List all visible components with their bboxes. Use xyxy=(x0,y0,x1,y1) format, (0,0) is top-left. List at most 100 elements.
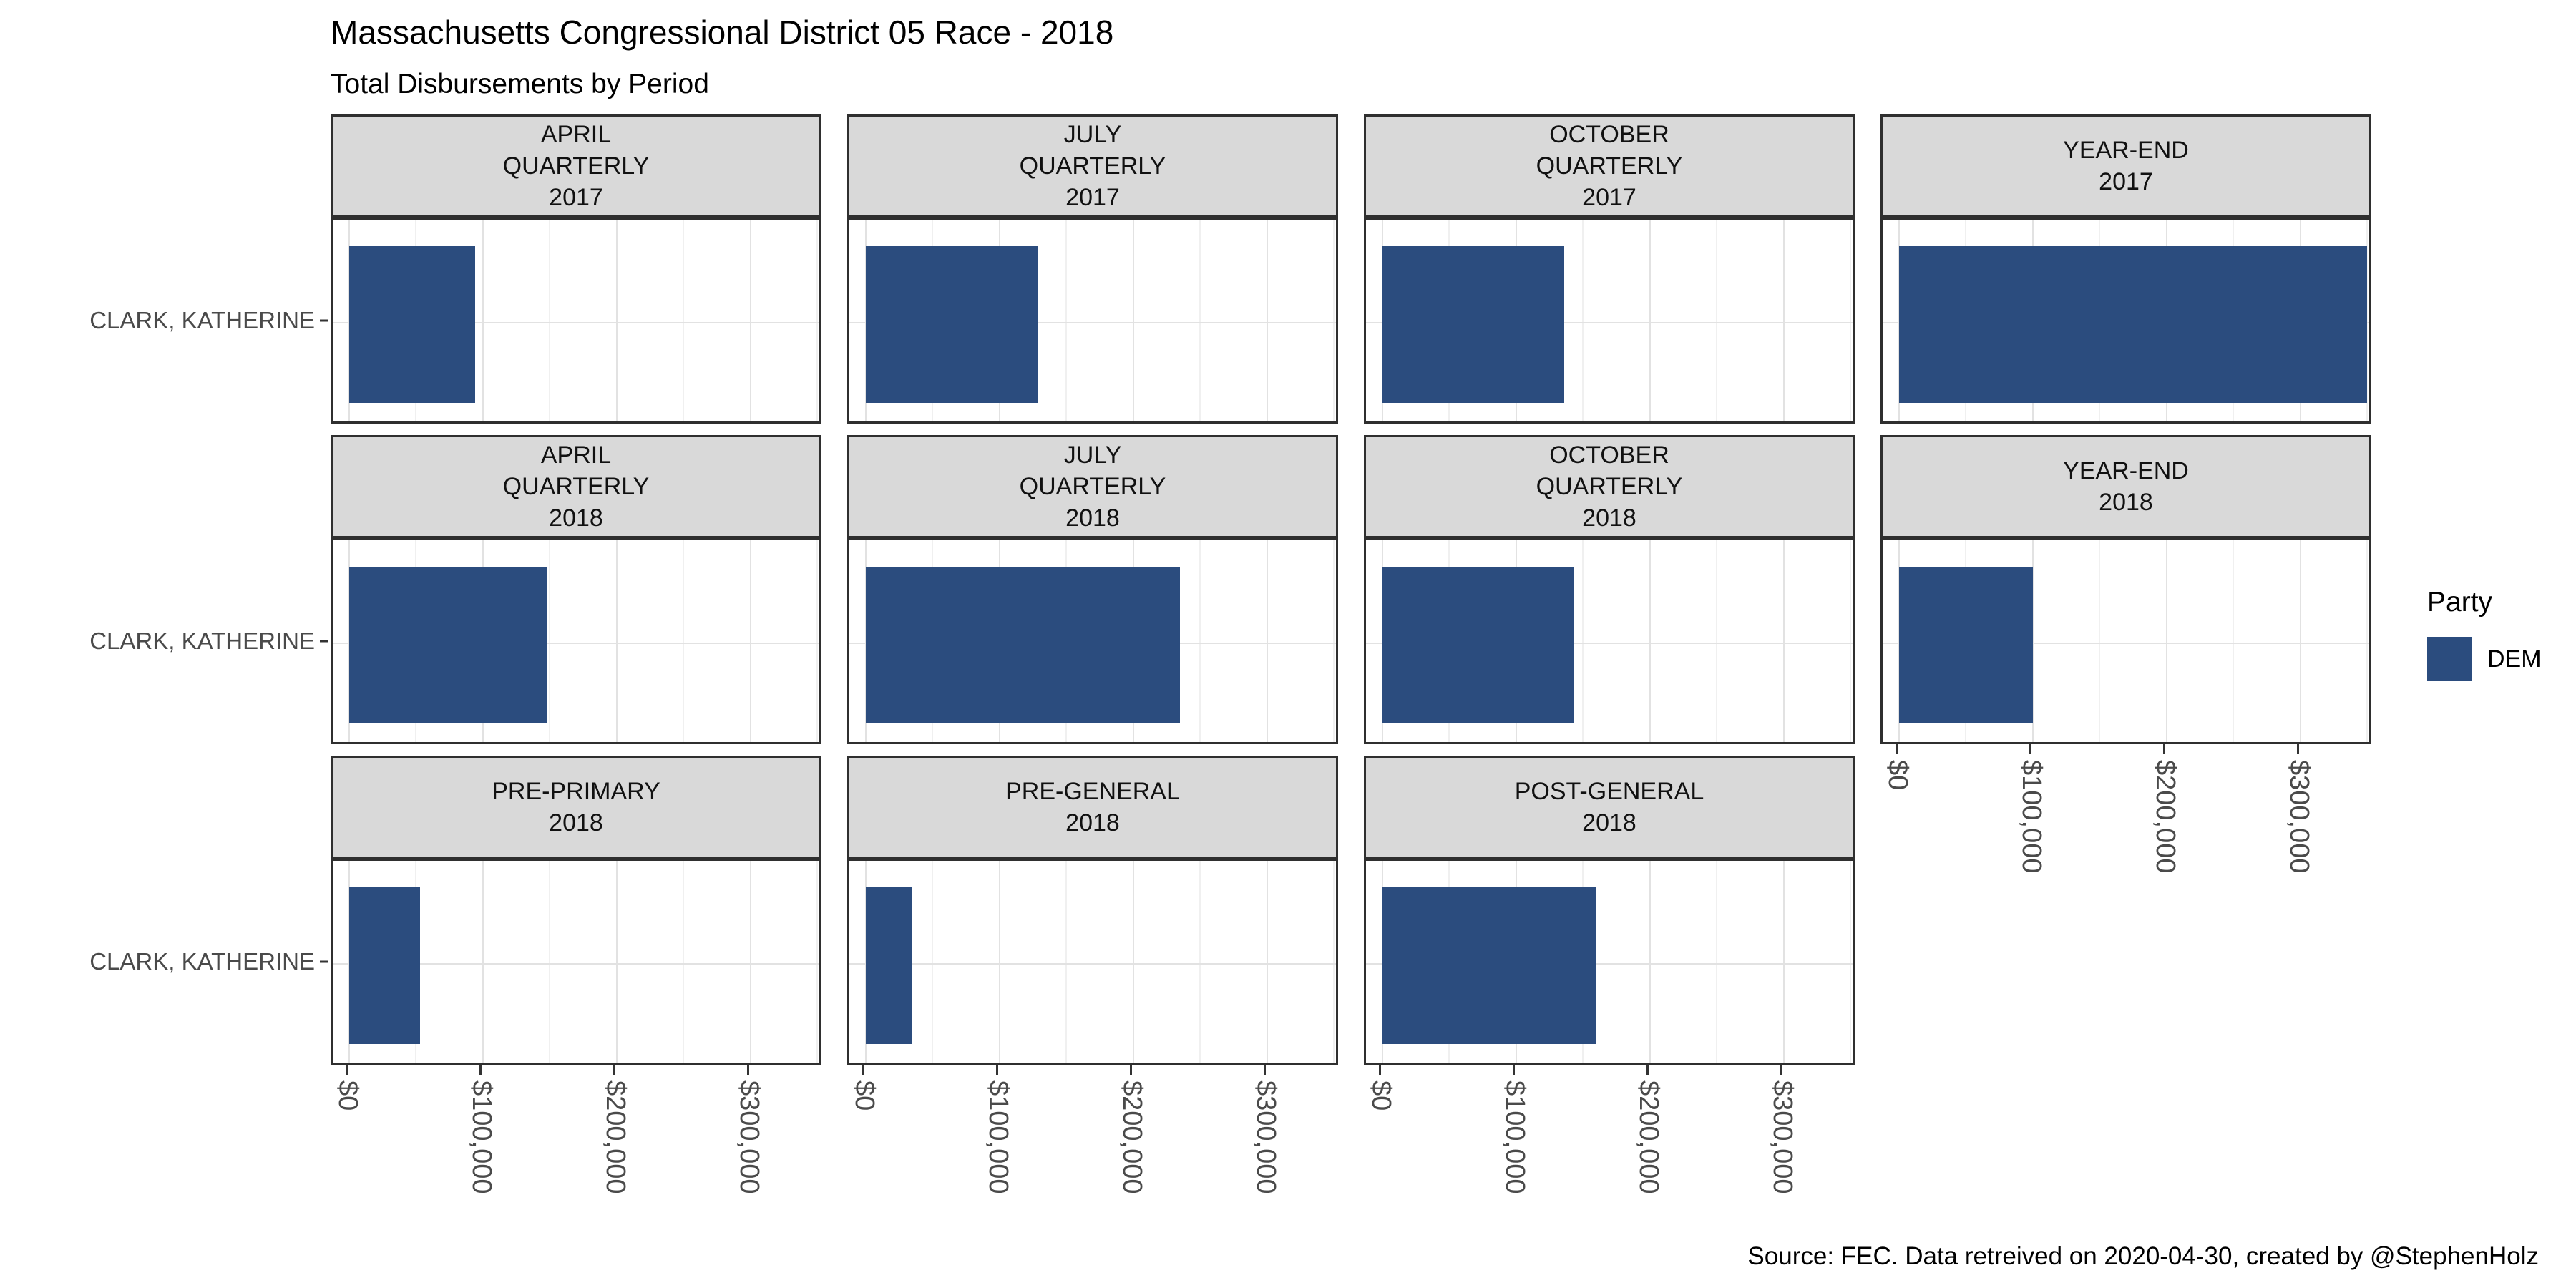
facet-strip: OCTOBER QUARTERLY 2017 xyxy=(1364,114,1855,218)
facet-strip-label: JULY QUARTERLY 2018 xyxy=(1019,441,1166,532)
x-tick-label: $100,000 xyxy=(982,1080,1013,1194)
gridline xyxy=(333,322,819,323)
gridline xyxy=(1883,643,2369,644)
gridline xyxy=(1132,220,1134,421)
gridline xyxy=(549,861,551,1063)
gridline xyxy=(2099,540,2101,742)
bar-october-quarterly-2017 xyxy=(1382,246,1565,404)
gridline xyxy=(1716,540,1718,742)
x-tick-mark xyxy=(1896,744,1898,754)
gridline xyxy=(1649,220,1651,421)
facet-panel xyxy=(331,218,821,424)
y-axis-label-row-1: CLARK, KATHERINE xyxy=(89,307,315,333)
gridline xyxy=(482,220,484,421)
x-tick-mark xyxy=(1379,1065,1382,1075)
x-tick-mark xyxy=(2163,744,2166,754)
gridline xyxy=(749,220,751,421)
facet-october-quarterly-2017: OCTOBER QUARTERLY 2017 xyxy=(1364,114,1855,424)
facet-october-quarterly-2018: OCTOBER QUARTERLY 2018 xyxy=(1364,435,1855,744)
x-tick-mark xyxy=(862,1065,865,1075)
gridline xyxy=(1199,861,1201,1063)
bar-july-quarterly-2018 xyxy=(865,567,1181,724)
x-tick-label: $200,000 xyxy=(600,1080,630,1194)
gridline xyxy=(1065,861,1068,1063)
x-tick-mark xyxy=(747,1065,750,1075)
gridline xyxy=(2031,540,2034,742)
gridline xyxy=(816,220,819,421)
x-tick-label: $0 xyxy=(849,1080,879,1111)
gridline xyxy=(1366,963,1853,965)
gridline xyxy=(749,540,751,742)
facet-strip: OCTOBER QUARTERLY 2018 xyxy=(1364,435,1855,538)
gridline xyxy=(1366,322,1853,323)
gridline xyxy=(1850,220,1852,421)
x-tick-label: $0 xyxy=(1882,760,1913,791)
gridline xyxy=(615,220,618,421)
facet-strip-label: PRE-PRIMARY 2018 xyxy=(492,778,660,836)
gridline xyxy=(1649,540,1651,742)
x-tick-mark xyxy=(2029,744,2032,754)
facet-strip-label: PRE-GENERAL 2018 xyxy=(1005,778,1180,836)
gridline xyxy=(683,220,685,421)
gridline xyxy=(1716,861,1718,1063)
x-axis: $0 $100,000 $200,000 $300,000 xyxy=(331,1065,821,1219)
gridline xyxy=(816,861,819,1063)
facet-strip-label: JULY QUARTERLY 2017 xyxy=(1019,121,1166,211)
x-tick-label: $300,000 xyxy=(733,1080,764,1194)
x-tick-label: $100,000 xyxy=(1499,1080,1530,1194)
gridline xyxy=(1582,540,1584,742)
facet-april-quarterly-2018: APRIL QUARTERLY 2018 xyxy=(331,435,821,744)
gridline xyxy=(1850,540,1852,742)
x-tick-label: $200,000 xyxy=(1633,1080,1664,1194)
facet-strip: JULY QUARTERLY 2018 xyxy=(847,435,1338,538)
bar-october-quarterly-2018 xyxy=(1382,567,1574,724)
gridline xyxy=(1366,643,1853,644)
chart-title: Massachusetts Congressional District 05 … xyxy=(331,14,1114,51)
gridline xyxy=(849,322,1336,323)
facet-panel xyxy=(1880,538,2371,744)
facet-pre-general-2018: PRE-GENERAL 2018 $0 $100,000 $200,000 $300,00… xyxy=(847,756,1338,1194)
x-tick-label: $300,000 xyxy=(1767,1080,1797,1194)
x-tick-label: $300,000 xyxy=(1250,1080,1281,1194)
facet-strip-label: OCTOBER QUARTERLY 2018 xyxy=(1536,441,1683,532)
gridline xyxy=(998,861,1000,1063)
gridline xyxy=(549,220,551,421)
gridline xyxy=(1782,861,1785,1063)
facet-panel xyxy=(847,538,1338,744)
facet-panel xyxy=(1364,859,1855,1065)
gridline xyxy=(1065,220,1068,421)
facet-strip: YEAR-END 2018 xyxy=(1880,435,2371,538)
gridline xyxy=(1333,540,1335,742)
x-tick-label: $300,000 xyxy=(2283,760,2314,874)
gridline xyxy=(816,540,819,742)
bar-pre-primary-2018 xyxy=(348,887,421,1045)
gridline xyxy=(683,540,685,742)
facet-strip-label: POST-GENERAL 2018 xyxy=(1514,778,1704,836)
x-tick-label: $200,000 xyxy=(1116,1080,1147,1194)
facet-strip-label: APRIL QUARTERLY 2018 xyxy=(502,441,650,532)
facet-panel xyxy=(331,859,821,1065)
x-tick-mark xyxy=(1264,1065,1267,1075)
gridline xyxy=(2165,540,2167,742)
gridline xyxy=(1333,220,1335,421)
legend-item-label: DEM xyxy=(2487,645,2542,673)
facet-strip: JULY QUARTERLY 2017 xyxy=(847,114,1338,218)
gridline xyxy=(1266,220,1268,421)
x-tick-mark xyxy=(996,1065,999,1075)
x-tick-mark xyxy=(1130,1065,1133,1075)
gridline xyxy=(2366,220,2368,421)
x-tick-mark xyxy=(1646,1065,1649,1075)
facet-panel xyxy=(1364,538,1855,744)
gridline xyxy=(1649,861,1651,1063)
x-tick-mark xyxy=(346,1065,348,1075)
y-axis-label-row-2: CLARK, KATHERINE xyxy=(89,628,315,654)
x-tick-mark xyxy=(613,1065,616,1075)
gridline xyxy=(749,861,751,1063)
bar-pre-general-2018 xyxy=(865,887,912,1045)
facet-year-end-2018: YEAR-END 2018 $0 $100,000 $200,000 $300,000 xyxy=(1880,435,2371,874)
bar-april-quarterly-2017 xyxy=(348,246,475,404)
facet-panel xyxy=(1880,218,2371,424)
x-axis: $0 $100,000 $200,000 $300,000 xyxy=(1880,744,2371,898)
gridline xyxy=(1266,540,1268,742)
gridline xyxy=(615,861,618,1063)
